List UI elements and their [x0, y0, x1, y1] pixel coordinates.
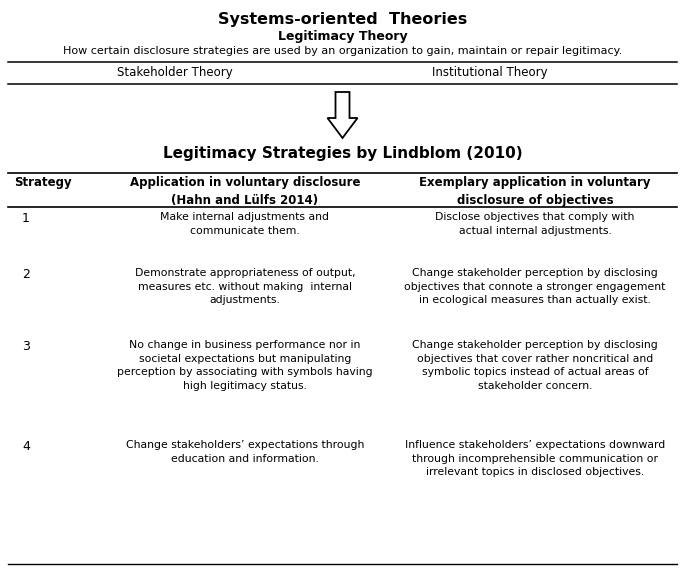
Text: Make internal adjustments and
communicate them.: Make internal adjustments and communicat… [160, 212, 329, 236]
Text: Legitimacy Strategies by Lindblom (2010): Legitimacy Strategies by Lindblom (2010) [162, 146, 522, 161]
Text: 2: 2 [22, 268, 30, 281]
Text: Change stakeholders’ expectations through
education and information.: Change stakeholders’ expectations throug… [126, 440, 364, 463]
Text: 1: 1 [22, 212, 30, 225]
Text: Demonstrate appropriateness of output,
measures etc. without making  internal
ad: Demonstrate appropriateness of output, m… [135, 268, 356, 305]
Text: Institutional Theory: Institutional Theory [432, 66, 548, 79]
Text: How certain disclosure strategies are used by an organization to gain, maintain : How certain disclosure strategies are us… [63, 46, 622, 56]
Text: 3: 3 [22, 340, 30, 353]
Text: Exemplary application in voluntary
disclosure of objectives: Exemplary application in voluntary discl… [419, 176, 651, 207]
Text: Change stakeholder perception by disclosing
objectives that cover rather noncrit: Change stakeholder perception by disclos… [412, 340, 658, 391]
Text: 4: 4 [22, 440, 30, 453]
Text: Application in voluntary disclosure
(Hahn and Lülfs 2014): Application in voluntary disclosure (Hah… [129, 176, 360, 207]
Text: Disclose objectives that comply with
actual internal adjustments.: Disclose objectives that comply with act… [435, 212, 635, 236]
Text: Strategy: Strategy [14, 176, 72, 189]
Text: Systems-oriented  Theories: Systems-oriented Theories [218, 12, 467, 27]
Text: No change in business performance nor in
societal expectations but manipulating
: No change in business performance nor in… [117, 340, 373, 391]
Text: Change stakeholder perception by disclosing
objectives that connote a stronger e: Change stakeholder perception by disclos… [404, 268, 666, 305]
Text: Influence stakeholders’ expectations downward
through incomprehensible communica: Influence stakeholders’ expectations dow… [405, 440, 665, 477]
Polygon shape [327, 92, 358, 138]
Text: Legitimacy Theory: Legitimacy Theory [277, 30, 408, 43]
Text: Stakeholder Theory: Stakeholder Theory [117, 66, 233, 79]
